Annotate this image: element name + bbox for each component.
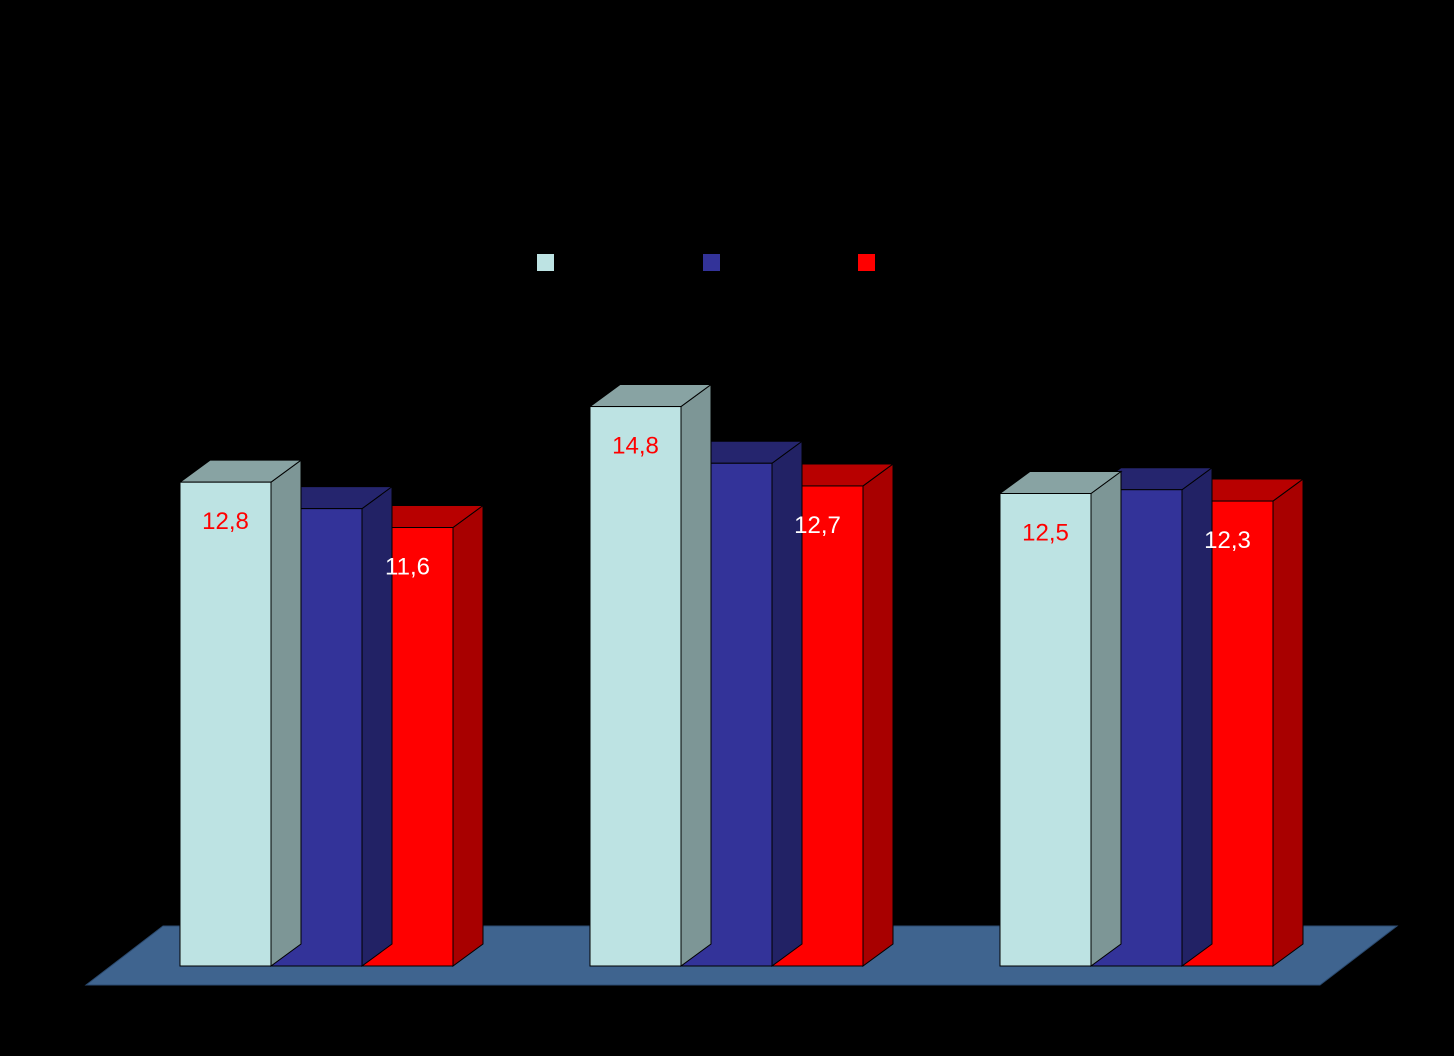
legend-swatch-series-2 (703, 254, 720, 271)
data-label-c2-s3: 12,7 (794, 512, 841, 539)
legend-swatch-series-3 (858, 254, 875, 271)
bar-c3-s1 (999, 493, 1092, 967)
bar-c3-s1-side (1090, 470, 1122, 967)
data-label-c2-s1: 14,8 (612, 433, 659, 460)
data-label-c1-s1: 12,8 (202, 508, 249, 535)
data-label-c1-s3: 11,6 (385, 554, 430, 581)
bar-c2-s1-side (680, 383, 712, 967)
data-label-c3-s3: 12,3 (1204, 527, 1251, 554)
bar-c1-s1-side (270, 459, 302, 967)
bar-c2-s3-side (862, 462, 894, 967)
legend-swatch-series-1 (537, 254, 554, 271)
bar-c2-s1 (589, 406, 682, 967)
bar-c1-s3-side (452, 504, 484, 967)
bar-c1-s1 (179, 481, 272, 967)
bar-c3-s3-side (1272, 478, 1304, 967)
data-label-c3-s1: 12,5 (1022, 520, 1069, 547)
